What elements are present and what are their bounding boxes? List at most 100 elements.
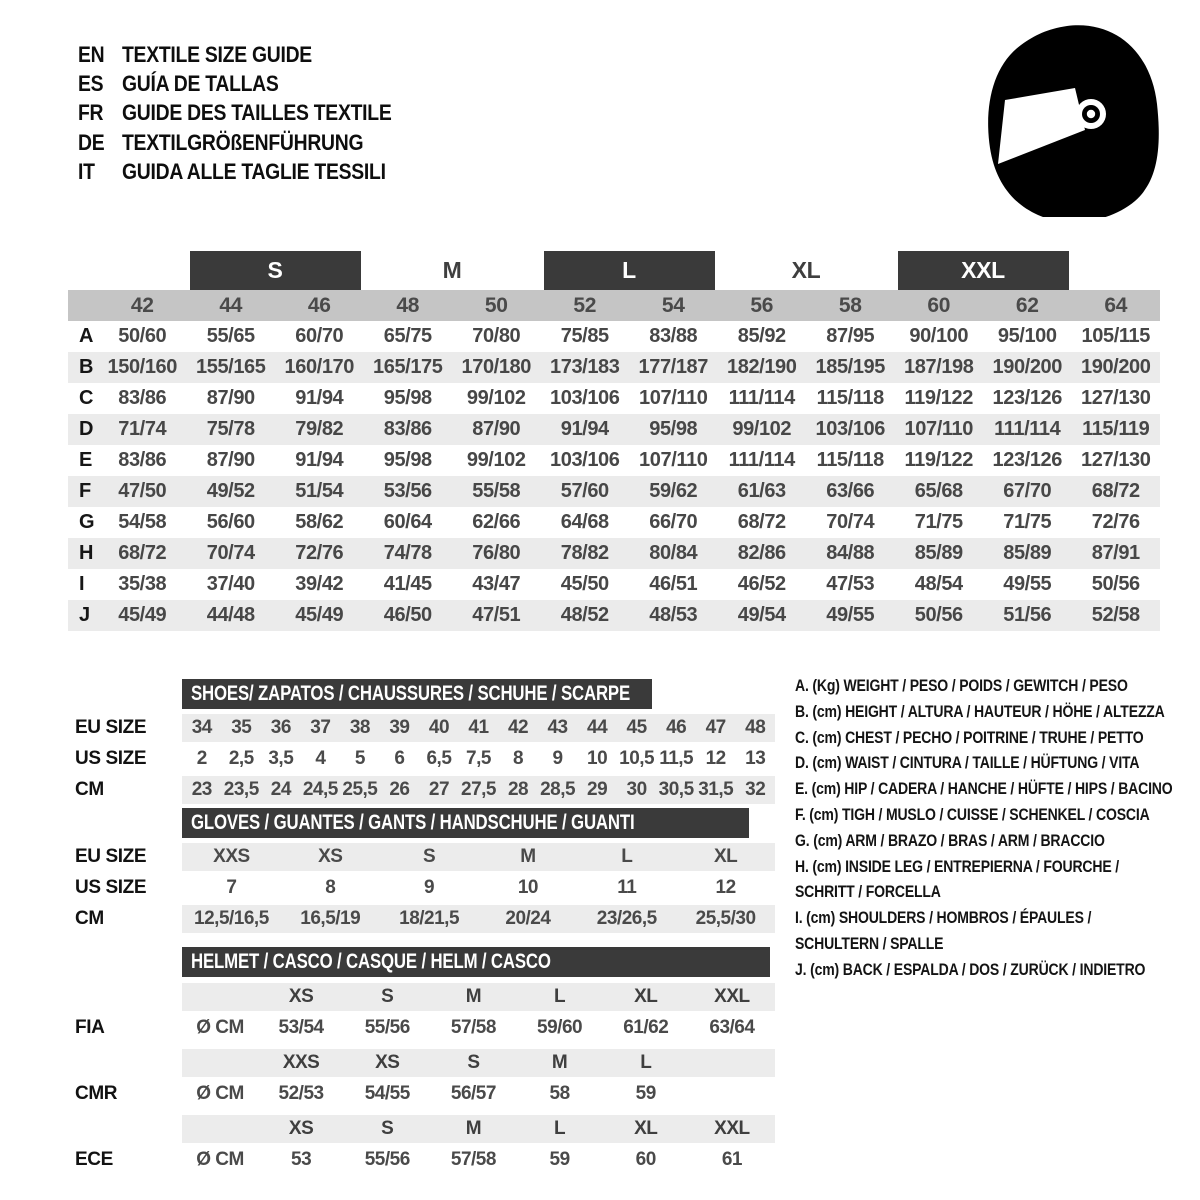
diameter-unit: Ø CM (196, 1149, 244, 1170)
helmet-values-row-cmr: CMR Ø CM 52/53 54/55 56/57 58 59 (75, 1079, 775, 1109)
language-code: ES (78, 70, 104, 96)
language-title: TEXTILE SIZE GUIDE (122, 41, 312, 67)
size-value: 62/66 (472, 511, 521, 533)
row-letter: F (79, 480, 91, 502)
helmet-size-value: 53/54 (278, 1017, 325, 1038)
value-cell: 28,5 (540, 779, 576, 800)
size-value: 83/86 (118, 449, 167, 471)
value-cell: 23,5 (223, 779, 259, 800)
helmet-size-value: 56/57 (450, 1083, 497, 1104)
size-value: 160/170 (284, 356, 355, 378)
sub-row: CM 12,5/16,5 16,5/19 18/21,5 20/24 23/26,5 25,… (75, 905, 775, 933)
size-column-header: 46 (307, 293, 331, 317)
textile-size-table: S M L XL XXL 42 44 46 48 50 52 54 56 58 60 62 64 A 50/60 55… (68, 251, 1160, 631)
value-cell: 16,5/19 (300, 908, 361, 929)
language-code: IT (78, 158, 95, 184)
size-value: 60/64 (383, 511, 432, 533)
language-title-list: EN TEXTILE SIZE GUIDE ES GUÍA DE TALLAS FR GU… (78, 40, 434, 186)
helmet-size-header: XXL (714, 1118, 750, 1139)
size-value: 58/62 (295, 511, 344, 533)
size-value: 64/68 (560, 511, 609, 533)
measurement-row-c: C 83/86 87/90 91/94 95/98 99/102 103/106 107/11… (68, 383, 1160, 414)
value-cell: 9 (552, 748, 564, 769)
helmet-size-strip: XS S M L XL XXL (182, 1115, 775, 1143)
size-value: 55/65 (206, 325, 255, 347)
size-value: 82/86 (737, 542, 786, 564)
size-value: 44/48 (206, 604, 255, 626)
standard-label: FIA (75, 1017, 105, 1038)
size-value: 87/90 (206, 449, 255, 471)
size-value: 111/114 (728, 387, 796, 409)
size-value: 50/56 (914, 604, 963, 626)
size-value: 68/72 (1091, 480, 1140, 502)
size-value: 79/82 (295, 418, 344, 440)
helmet-size-header: S (381, 986, 394, 1007)
value-cell: 12 (705, 748, 727, 769)
size-column-header: 58 (838, 293, 862, 317)
value-cell: 6 (394, 748, 405, 769)
size-value: 111/114 (994, 418, 1061, 440)
value-cell: XXS (213, 846, 250, 867)
size-value: 75/78 (206, 418, 255, 440)
value-cell: 12 (715, 877, 737, 898)
size-value: 187/198 (904, 356, 974, 378)
size-value: 115/119 (1082, 418, 1150, 440)
row-label: US SIZE (75, 748, 147, 769)
size-value: 85/89 (914, 542, 963, 564)
size-value: 46/51 (649, 573, 698, 595)
helmet-size-header: XXL (714, 986, 750, 1007)
size-value: 59/62 (649, 480, 698, 502)
size-value: 50/56 (1091, 573, 1140, 595)
helmet-value-strip: Ø CM 53/54 55/56 57/58 59/60 61/62 63/64 (182, 1013, 775, 1043)
size-column-header: 60 (927, 293, 951, 317)
helmet-size-table: HELMET / CASCO / CASQUE / HELM / CASCO X… (75, 947, 775, 1178)
language-title: TEXTILGRÖßENFÜHRUNG (122, 129, 364, 155)
value-strip: XXS XS S M L XL (182, 843, 775, 871)
size-value: 95/98 (383, 449, 432, 471)
size-value: 123/126 (992, 449, 1063, 471)
size-column-header: 62 (1015, 293, 1039, 317)
size-value: 85/89 (1003, 542, 1052, 564)
size-value: 85/92 (737, 325, 786, 347)
size-value: 49/55 (826, 604, 875, 626)
size-value: 87/90 (472, 418, 521, 440)
helmet-sizes-row: XS S M L XL XXL (75, 983, 775, 1011)
size-value: 45/49 (295, 604, 344, 626)
size-value: 107/110 (639, 387, 708, 409)
value-cell: 7 (226, 877, 237, 898)
value-cell: 34 (191, 717, 213, 738)
helmet-sizes-row: XXS XS S M L (75, 1049, 775, 1077)
size-value: 177/187 (638, 356, 709, 378)
language-row-de: DE TEXTILGRÖßENFÜHRUNG (78, 128, 391, 157)
value-strip: 23 23,5 24 24,5 25,5 26 27 27,5 28 28,5 29 30 30,5 31… (182, 776, 775, 804)
value-cell: 46 (666, 717, 687, 738)
value-strip: 34 35 36 37 38 39 40 41 42 43 44 45 46 47 48 (182, 714, 775, 742)
size-value: 87/90 (206, 387, 255, 409)
size-value: 150/160 (107, 356, 178, 378)
language-code: DE (78, 129, 105, 155)
value-cell: 30,5 (658, 779, 694, 800)
helmet-size-value: 59 (549, 1149, 571, 1170)
value-strip: 12,5/16,5 16,5/19 18/21,5 20/24 23/26,5 25,5/… (182, 905, 775, 933)
row-label-empty (75, 1049, 182, 1077)
measurement-row-h: H 68/72 70/74 72/76 74/78 76/80 78/82 80/84 82/8… (68, 538, 1160, 569)
size-value: 45/49 (118, 604, 167, 626)
size-value: 53/56 (383, 480, 432, 502)
shoes-table-title: SHOES/ ZAPATOS / CHAUSSURES / SCHUHE / S… (191, 682, 631, 705)
row-letter: G (79, 511, 95, 533)
size-column-header: 56 (750, 293, 774, 317)
value-cell: 20/24 (505, 908, 551, 929)
size-value: 103/106 (815, 418, 886, 440)
size-value: 115/118 (816, 387, 885, 409)
size-value: 51/56 (1003, 604, 1052, 626)
value-cell: 10 (587, 748, 608, 769)
size-value: 61/63 (737, 480, 786, 502)
value-cell: 29 (587, 779, 608, 800)
size-value: 115/118 (816, 449, 885, 471)
language-title: GUÍA DE TALLAS (122, 70, 279, 96)
value-cell: 48 (745, 717, 766, 738)
measurement-row-a: A 50/60 55/65 60/70 65/75 70/80 75/85 83/88 85/9… (68, 321, 1160, 352)
size-value: 91/94 (560, 418, 609, 440)
helmet-value-strip: Ø CM 52/53 54/55 56/57 58 59 (182, 1079, 775, 1109)
size-value: 70/74 (206, 542, 255, 564)
